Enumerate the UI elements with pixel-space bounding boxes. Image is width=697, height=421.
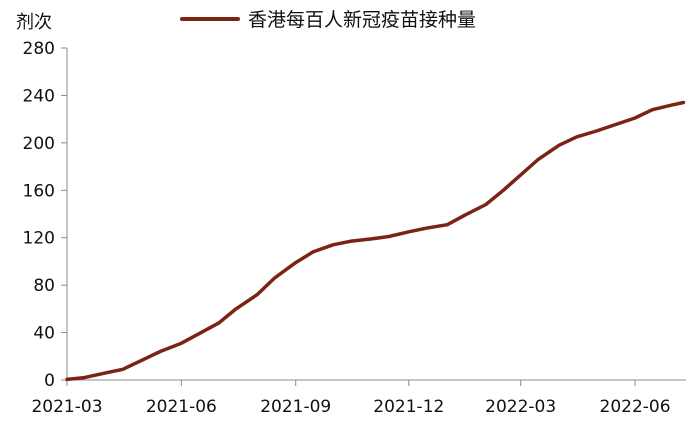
y-tick-label: 200 bbox=[23, 134, 55, 154]
x-axis: 2021-03 2021-06 2021-09 2021-12 2022-03 2022-… bbox=[31, 379, 686, 417]
y-tick-label: 0 bbox=[44, 371, 55, 391]
series-line bbox=[65, 100, 686, 382]
x-tick-label: 2021-12 bbox=[373, 397, 444, 417]
y-tick-label: 160 bbox=[23, 181, 55, 201]
y-tick-label: 240 bbox=[23, 86, 55, 106]
legend-label: 香港每百人新冠疫苗接种量 bbox=[248, 9, 476, 31]
y-axis-unit-label: 剂次 bbox=[16, 12, 52, 33]
y-tick-label: 120 bbox=[23, 229, 55, 249]
y-tick-label: 280 bbox=[23, 39, 55, 59]
y-tick-label: 80 bbox=[33, 276, 55, 296]
x-tick-label: 2022-06 bbox=[600, 397, 671, 417]
x-tick-label: 2022-03 bbox=[485, 397, 556, 417]
x-tick-label: 2021-06 bbox=[146, 397, 217, 417]
x-tick-label: 2021-03 bbox=[31, 397, 102, 417]
x-tick-label: 2021-09 bbox=[260, 397, 331, 417]
y-axis: 0 40 80 120 160 200 240 280 bbox=[23, 39, 68, 391]
y-tick-label: 40 bbox=[33, 324, 55, 344]
